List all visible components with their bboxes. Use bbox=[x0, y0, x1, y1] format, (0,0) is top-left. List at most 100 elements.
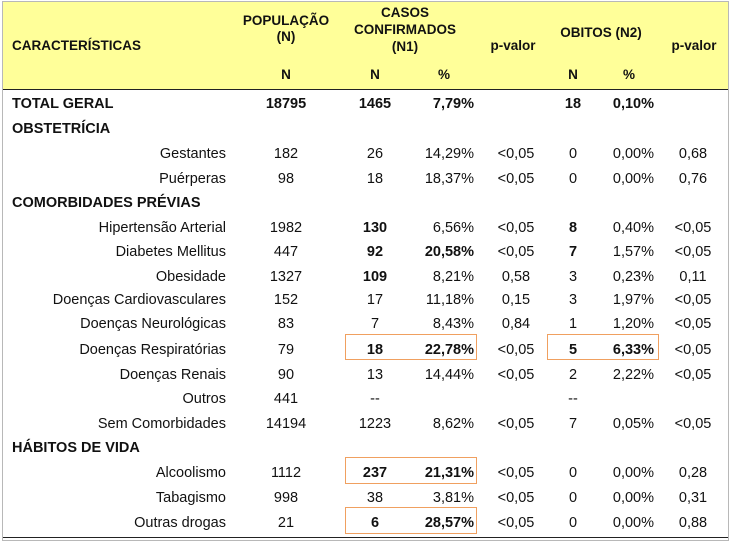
header-obitos: OBITOS (N2) bbox=[560, 25, 642, 40]
total-n2: 18 bbox=[564, 96, 582, 112]
row-n1: 92 bbox=[366, 244, 384, 260]
row-pop: 441 bbox=[273, 391, 299, 407]
row-pv1: <0,05 bbox=[497, 342, 535, 358]
row-n1: 6 bbox=[370, 515, 380, 531]
row-n2: 1 bbox=[568, 316, 578, 332]
row-pv2: 0,31 bbox=[678, 490, 708, 506]
row-pv2: 0,28 bbox=[678, 465, 708, 481]
row-n1: 130 bbox=[362, 220, 388, 236]
row-pv2: 0,68 bbox=[678, 146, 708, 162]
row-pv2: <0,05 bbox=[674, 342, 712, 358]
header-caracteristicas: CARACTERÍSTICAS bbox=[12, 38, 142, 53]
row-pv1: 0,58 bbox=[501, 269, 531, 285]
row-pv2: <0,05 bbox=[674, 316, 712, 332]
row-pop: 1327 bbox=[269, 269, 303, 285]
row-n1: 18 bbox=[366, 342, 384, 358]
highlight-box-alcoolismo bbox=[345, 457, 477, 484]
row-pct1: 3,81% bbox=[432, 490, 474, 506]
bottom-rule bbox=[3, 537, 728, 538]
row-pct1: 14,44% bbox=[424, 367, 474, 383]
row-n2: 0 bbox=[568, 171, 578, 187]
row-pv2: 0,11 bbox=[679, 269, 707, 285]
row-n1: 109 bbox=[362, 269, 388, 285]
row-pv2: <0,05 bbox=[674, 220, 712, 236]
row-n2: 0 bbox=[568, 465, 578, 481]
subheader-obitos-pct: % bbox=[622, 67, 635, 82]
row-n1: 237 bbox=[362, 465, 388, 481]
row-label: Hipertensão Arterial bbox=[98, 220, 226, 236]
row-label: Outros bbox=[182, 391, 226, 407]
row-pct2: 6,33% bbox=[612, 342, 654, 358]
row-pct1: 8,62% bbox=[432, 416, 474, 432]
row-pv2: 0,88 bbox=[678, 515, 708, 531]
subheader-casos-pct: % bbox=[437, 67, 450, 82]
row-pct2: 0,00% bbox=[612, 465, 654, 481]
row-n2: 2 bbox=[568, 367, 578, 383]
row-label: Obesidade bbox=[155, 269, 226, 285]
header-casos-2: CONFIRMADOS bbox=[354, 22, 456, 37]
row-n1: 18 bbox=[366, 171, 384, 187]
row-pv1: <0,05 bbox=[497, 490, 535, 506]
row-n1: 26 bbox=[366, 146, 384, 162]
header-pvalor-1: p-valor bbox=[490, 38, 536, 53]
row-pv1: 0,15 bbox=[501, 292, 531, 308]
row-pv1: <0,05 bbox=[497, 515, 535, 531]
row-n1: 17 bbox=[366, 292, 384, 308]
row-pct1: 11,18% bbox=[425, 292, 474, 308]
row-label: Doenças Renais bbox=[119, 367, 226, 383]
row-pct1: 22,78% bbox=[424, 342, 474, 358]
row-pop: 447 bbox=[273, 244, 299, 260]
row-pct1: 8,21% bbox=[432, 269, 474, 285]
row-pct1: 8,43% bbox=[432, 316, 474, 332]
row-pop: 1982 bbox=[269, 220, 303, 236]
row-pv2: <0,05 bbox=[674, 416, 712, 432]
row-label: Doenças Cardiovasculares bbox=[52, 292, 226, 308]
row-pv1: <0,05 bbox=[497, 220, 535, 236]
row-pv2: <0,05 bbox=[674, 292, 712, 308]
row-label: Doenças Respiratórias bbox=[79, 342, 226, 358]
header-rule bbox=[3, 89, 728, 90]
header-pvalor-2: p-valor bbox=[671, 38, 717, 53]
row-n2: -- bbox=[568, 391, 578, 407]
row-n1: -- bbox=[370, 391, 380, 407]
row-label: Doenças Neurológicas bbox=[80, 316, 226, 332]
row-pct2: 0,00% bbox=[612, 490, 654, 506]
row-label: Puérperas bbox=[159, 171, 226, 187]
subheader-obitos-n: N bbox=[568, 67, 578, 82]
row-label: Outras drogas bbox=[134, 515, 226, 531]
row-pop: 1112 bbox=[270, 465, 302, 481]
row-n2: 3 bbox=[568, 292, 578, 308]
subheader-casos-n: N bbox=[370, 67, 380, 82]
header-casos-3: (N1) bbox=[391, 39, 419, 54]
row-n2: 5 bbox=[568, 342, 578, 358]
row-pop: 21 bbox=[277, 515, 295, 531]
row-pct2: 0,40% bbox=[612, 220, 654, 236]
row-label: Sem Comorbidades bbox=[97, 416, 226, 432]
row-label: Alcoolismo bbox=[155, 465, 226, 481]
highlight-box-obitos bbox=[547, 334, 659, 360]
row-pv2: 0,76 bbox=[678, 171, 708, 187]
row-pct2: 0,23% bbox=[612, 269, 654, 285]
row-pct2: 0,00% bbox=[612, 171, 654, 187]
row-pct2: 1,57% bbox=[612, 244, 654, 260]
row-n2: 0 bbox=[568, 515, 578, 531]
total-pop: 18795 bbox=[265, 96, 307, 112]
header-populacao-2: (N) bbox=[276, 29, 296, 44]
subheader-pop-n: N bbox=[281, 67, 291, 82]
row-pct1: 6,56% bbox=[432, 220, 474, 236]
row-n2: 7 bbox=[568, 244, 578, 260]
row-pct2: 0,00% bbox=[612, 146, 654, 162]
row-pop: 98 bbox=[277, 171, 295, 187]
row-pop: 90 bbox=[277, 367, 295, 383]
section-title-habitos: HÁBITOS DE VIDA bbox=[12, 440, 140, 456]
table-header bbox=[3, 2, 728, 89]
row-n1: 38 bbox=[366, 490, 384, 506]
total-pct2: 0,10% bbox=[612, 96, 654, 112]
row-pv1: <0,05 bbox=[497, 244, 535, 260]
row-n1: 13 bbox=[366, 367, 384, 383]
total-n1: 1465 bbox=[358, 96, 392, 112]
row-label: Gestantes bbox=[159, 146, 226, 162]
total-label: TOTAL GERAL bbox=[12, 96, 114, 112]
row-pop: 998 bbox=[273, 490, 299, 506]
